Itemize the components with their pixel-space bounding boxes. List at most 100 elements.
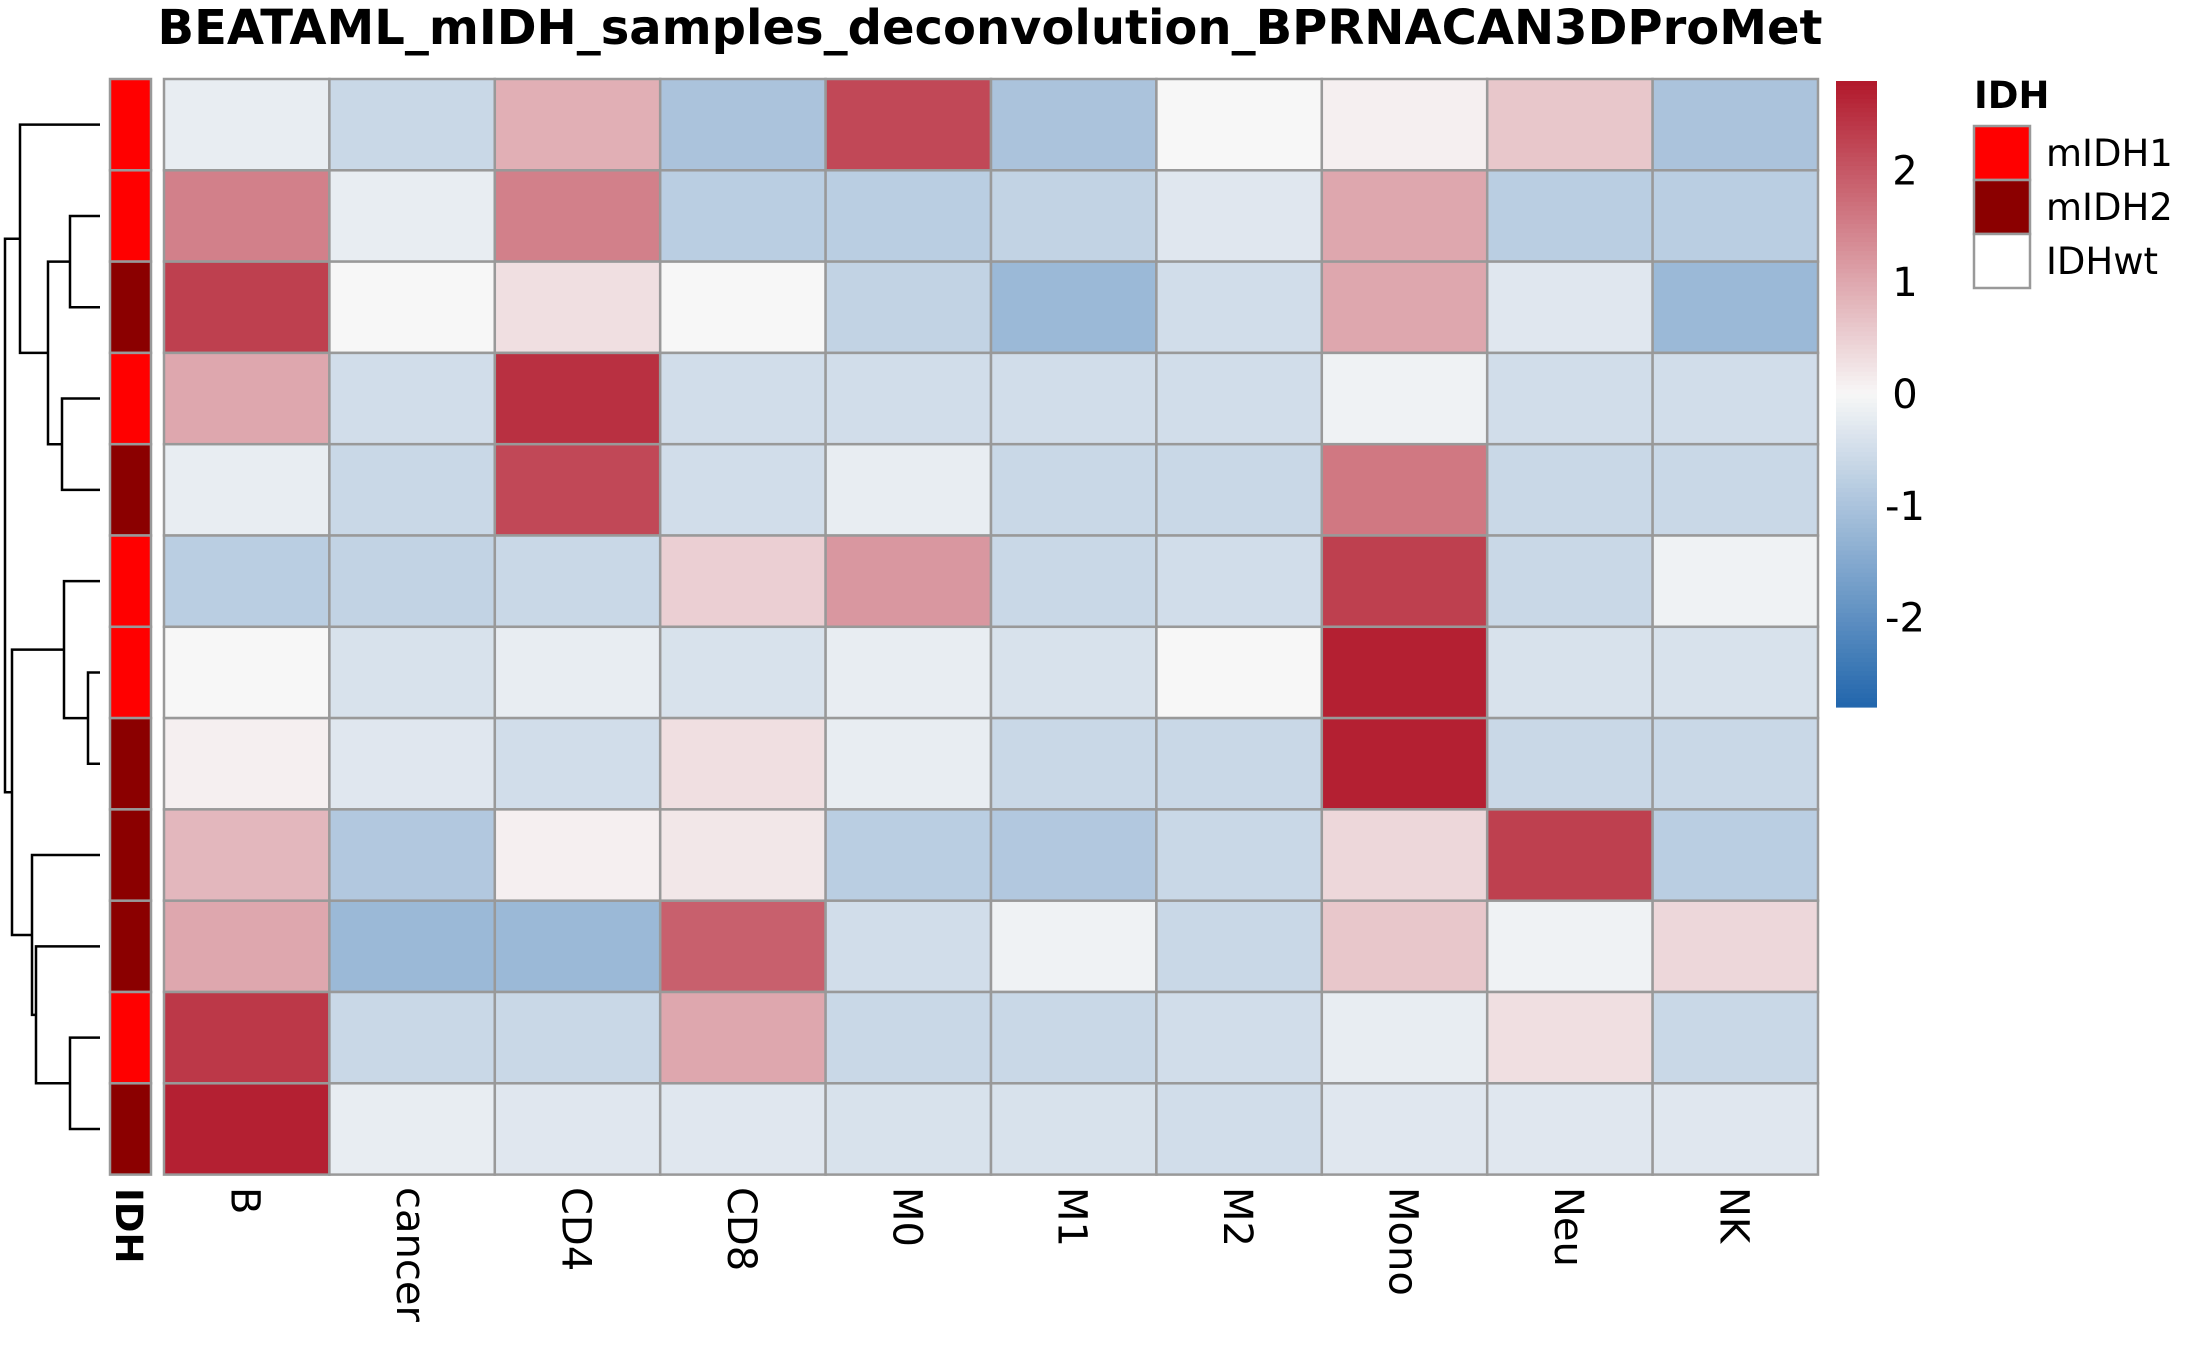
color-scale-segment <box>1836 344 1877 350</box>
color-scale-segment <box>1836 85 1877 91</box>
heatmap-cell <box>658 77 827 172</box>
heatmap-cell <box>1155 77 1324 172</box>
heatmap-cell <box>989 716 1158 811</box>
color-scale-segment <box>1836 157 1877 163</box>
heatmap-cell <box>1651 625 1820 720</box>
heatmap-cell <box>162 77 331 172</box>
color-scale-segment <box>1836 206 1877 212</box>
idh-annotation-cell <box>108 260 153 355</box>
color-scale-segment <box>1836 367 1877 373</box>
color-scale-segment <box>1836 125 1877 131</box>
color-scale-segment <box>1836 152 1877 158</box>
heatmap-cell <box>824 716 993 811</box>
heatmap-cell <box>1651 260 1820 355</box>
heatmap-cell <box>493 716 662 811</box>
color-scale-segment <box>1836 438 1877 444</box>
column-label: M2 <box>1214 1187 1260 1247</box>
color-scale-segment <box>1836 241 1877 248</box>
color-scale-segment <box>1836 635 1877 641</box>
heatmap-cell <box>493 77 662 172</box>
heatmap-cell <box>1320 77 1489 172</box>
heatmap-cell <box>493 169 662 263</box>
heatmap-cell <box>162 442 331 537</box>
color-scale-segment <box>1836 116 1877 122</box>
dendrogram-branch <box>10 648 64 937</box>
column-label: cancer <box>387 1187 433 1322</box>
color-scale-segment <box>1836 389 1877 395</box>
heatmap-cell <box>1155 808 1324 902</box>
color-scale-segment <box>1836 478 1877 485</box>
color-scale-segment <box>1836 662 1877 668</box>
color-scale-segment <box>1836 121 1877 127</box>
heatmap-cell <box>989 534 1158 629</box>
heatmap-cell <box>1320 716 1489 811</box>
heatmap-cell <box>1320 351 1489 446</box>
color-scale-segment <box>1836 644 1877 650</box>
color-scale-segment <box>1836 326 1877 332</box>
idh-legend-swatch <box>1972 124 2032 182</box>
heatmap-cell <box>328 442 497 537</box>
heatmap-cell <box>824 534 993 629</box>
column-label: CD8 <box>718 1187 764 1271</box>
color-scale-segment <box>1836 255 1877 261</box>
heatmap-cell <box>658 260 827 355</box>
heatmap-cell <box>658 808 827 902</box>
color-scale-segment <box>1836 277 1877 283</box>
column-label: Mono <box>1380 1187 1426 1296</box>
color-scale-segment <box>1836 282 1877 288</box>
column-label: M0 <box>883 1187 929 1247</box>
color-scale-segment <box>1836 519 1877 525</box>
color-scale-segment <box>1836 335 1877 341</box>
color-scale-segment <box>1836 134 1877 140</box>
column-label: Neu <box>1545 1187 1591 1267</box>
heatmap-cells <box>162 77 1820 1176</box>
color-scale-segment <box>1836 183 1877 189</box>
heatmap-cell <box>328 1082 497 1176</box>
heatmap-cell <box>1155 1082 1324 1176</box>
idh-legend-swatch <box>1972 178 2032 236</box>
color-scale-segment <box>1836 192 1877 198</box>
heatmap-cell <box>493 808 662 902</box>
color-scale-tick: 0 <box>1892 372 1917 418</box>
dendrogram-branch <box>62 579 100 720</box>
idh-annotation-cell <box>108 77 153 172</box>
heatmap-cell <box>824 1082 993 1176</box>
heatmap-cell <box>658 442 827 537</box>
heatmap-cell <box>1485 169 1654 263</box>
color-scale-segment <box>1836 680 1877 686</box>
color-scale-segment <box>1836 210 1877 216</box>
idh-annotation-cell <box>108 442 153 537</box>
heatmap-cell <box>824 77 993 172</box>
color-scale-segment <box>1836 671 1877 677</box>
heatmap-cell <box>824 351 993 446</box>
color-scale-segment <box>1836 590 1877 596</box>
heatmap-cell <box>162 808 331 902</box>
color-scale-segment <box>1836 353 1877 359</box>
color-scale-segment <box>1836 461 1877 467</box>
color-scale-segment <box>1836 492 1877 498</box>
annotation-label: IDH <box>107 1188 150 1263</box>
color-scale-segment <box>1836 349 1877 355</box>
color-scale-segment <box>1836 371 1877 377</box>
color-scale-segment <box>1836 219 1877 225</box>
color-scale-segment <box>1836 675 1877 681</box>
idh-annotation-cell <box>108 1082 153 1176</box>
color-scale-segment <box>1836 273 1877 279</box>
color-scale-segment <box>1836 608 1877 614</box>
color-scale-segment <box>1836 568 1877 574</box>
color-scale-segment <box>1836 161 1877 167</box>
color-scale-tick: 1 <box>1892 260 1917 306</box>
heatmap-cell <box>1651 77 1820 172</box>
color-scale-segment <box>1836 617 1877 623</box>
heatmap-cell <box>1485 77 1654 172</box>
color-scale-segment <box>1836 103 1877 109</box>
color-scale-segment <box>1836 331 1877 337</box>
color-scale-segment <box>1836 380 1877 386</box>
color-scale-segment <box>1836 170 1877 176</box>
color-scale-segment <box>1836 447 1877 453</box>
color-scale-segment <box>1836 139 1877 145</box>
heatmap-cell <box>328 260 497 355</box>
column-label: M1 <box>1049 1187 1095 1247</box>
idh-legend: IDH mIDH1 mIDH2 IDHwt <box>1972 74 2173 290</box>
